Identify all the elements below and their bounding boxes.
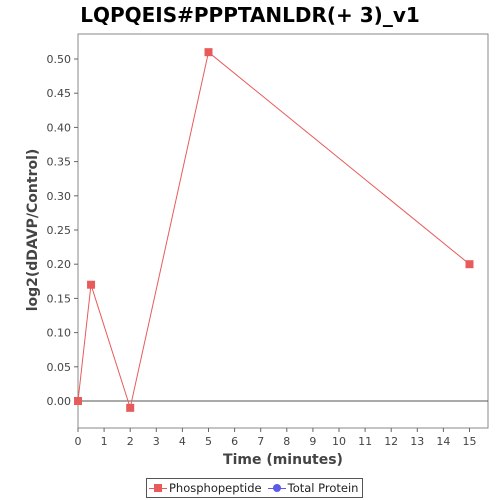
circle-marker-icon [267,482,286,494]
x-tick-label: 6 [231,435,238,448]
x-tick-label: 5 [205,435,212,448]
y-tick-label: 0.30 [47,190,72,203]
data-point [87,280,96,289]
x-tick-label: 4 [179,435,186,448]
x-tick-label: 3 [153,435,160,448]
x-tick-label: 2 [127,435,134,448]
x-tick-label: 7 [257,435,264,448]
x-tick-label: 14 [436,435,450,448]
legend-item-phosphopeptide: Phosphopeptide [149,481,262,495]
x-tick-label: 12 [384,435,398,448]
y-tick-label: 0.50 [47,53,72,66]
x-tick-label: 1 [101,435,108,448]
y-tick-label: 0.10 [47,327,72,340]
x-tick-label: 9 [309,435,316,448]
y-tick-label: 0.40 [47,121,72,134]
y-tick-label: 0.00 [47,395,72,408]
x-tick-label: 13 [410,435,424,448]
y-tick-label: 0.20 [47,258,72,271]
legend-item-total-protein: Total Protein [267,481,359,495]
data-point [74,397,82,405]
x-tick-label: 10 [332,435,346,448]
y-tick-label: 0.25 [47,224,72,237]
y-tick-label: 0.05 [47,361,72,374]
y-tick-label: 0.15 [47,292,72,305]
x-tick-label: 15 [463,435,477,448]
y-tick-label: 0.35 [47,156,72,169]
legend-label-total-protein: Total Protein [287,481,359,495]
square-marker-icon [149,482,167,494]
data-point [465,260,474,269]
x-axis-label: Time (minutes) [223,452,343,468]
x-tick-label: 8 [283,435,290,448]
data-point [204,48,213,57]
chart-title: LQPQEIS#PPPTANLDR(+ 3)_v1 [80,3,420,27]
x-tick-label: 0 [75,435,82,448]
plot-frame [77,33,489,429]
y-axis-label: log2(dDAVP/Control) [25,148,41,312]
legend: Phosphopeptide Total Protein [146,478,364,498]
y-tick-label: 0.45 [47,87,72,100]
x-tick-label: 11 [358,435,372,448]
legend-label-phosphopeptide: Phosphopeptide [169,481,262,495]
data-point [126,403,135,412]
